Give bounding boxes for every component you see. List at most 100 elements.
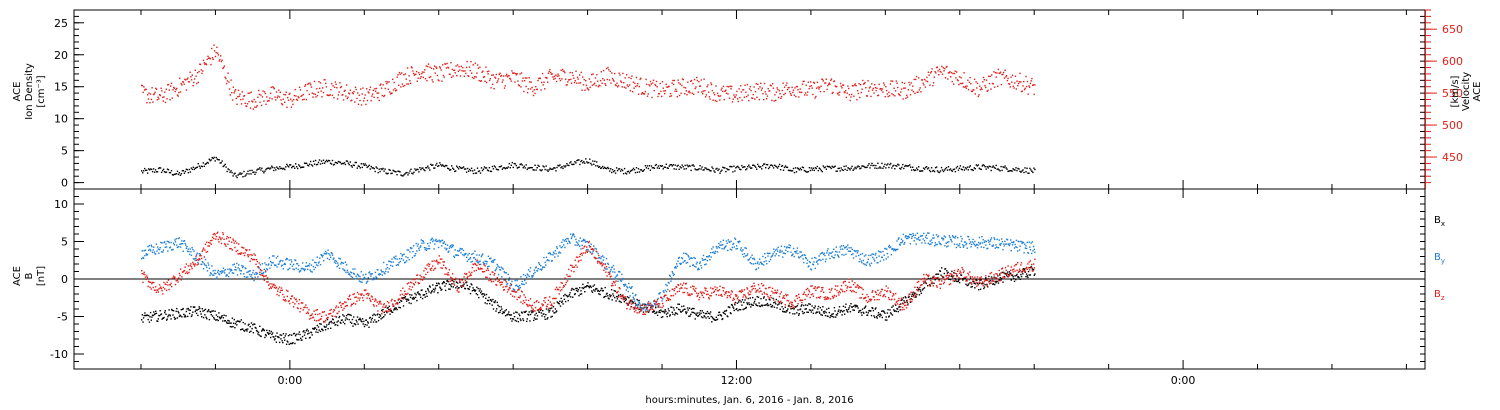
bx-point [864,306,866,309]
velocity-point [941,65,943,68]
density-point [513,162,515,165]
velocity-point [613,80,615,82]
bx-point [827,315,829,318]
bx-point [242,321,244,324]
density-point [359,167,361,169]
velocity-point [704,90,706,92]
velocity-point [918,77,920,79]
bx-point [798,313,800,315]
velocity-point [339,86,342,89]
density-point [983,164,985,167]
density-point [619,170,622,172]
bx-point [632,301,634,303]
velocity-point [622,72,624,75]
density-point [992,165,994,167]
velocity-point [831,92,833,94]
bx-point [676,307,678,309]
by-point [556,247,558,250]
bx-point [497,312,500,314]
velocity-point [586,87,588,89]
velocity-point [452,75,454,77]
density-point [504,167,506,170]
bx-point [421,297,424,300]
velocity-point [164,101,167,104]
by-point [289,267,291,269]
density-point [897,163,899,165]
bx-point [850,303,852,305]
bx-point [509,314,511,316]
bx-point [200,313,202,315]
density-point [1012,168,1014,170]
velocity-point [999,71,1002,73]
velocity-point [433,68,435,70]
velocity-point [261,96,264,98]
bx-point [1013,278,1015,280]
velocity-point [661,81,664,83]
by-point [657,297,659,300]
bx-point [570,296,572,298]
by-point [752,263,754,265]
density-point [539,169,541,171]
velocity-point [182,81,185,83]
velocity-point [469,69,471,72]
bx-point [951,270,953,273]
velocity-point [731,101,734,103]
by-point [635,293,637,296]
density-point [210,159,212,161]
by-point [290,259,292,261]
by-point [208,264,210,266]
velocity-point [959,76,961,78]
bx-point [347,313,350,316]
velocity-axis-units: [km/s] [1450,75,1461,107]
by-point [830,252,832,254]
bx-point [536,318,538,320]
bx-point [540,312,543,314]
velocity-point [562,70,564,72]
velocity-point [637,83,639,85]
bx-point [574,293,576,295]
bx-point [333,322,335,324]
density-point [516,167,518,169]
velocity-point [733,94,735,96]
velocity-point [295,95,297,97]
bx-point [578,295,580,297]
by-point [271,255,274,257]
bx-point [682,309,684,311]
velocity-point [975,81,977,83]
velocity-point [756,96,758,98]
bx-point [718,311,721,313]
by-point [237,267,239,269]
velocity-point [993,71,995,73]
velocity-point [676,96,678,98]
by-point [303,269,306,272]
bx-point [863,312,865,314]
bx-point [579,293,581,295]
by-point [927,232,929,234]
bx-point [772,297,774,300]
bx-point [285,343,288,345]
velocity-point [675,88,677,90]
bx-point [195,312,198,315]
velocity-point [196,72,199,74]
by-point [719,244,721,246]
by-point [563,244,565,246]
bx-point [338,316,340,319]
density-point [742,166,744,169]
velocity-point [580,71,582,74]
velocity-point [158,98,160,100]
velocity-point [833,80,836,82]
bx-point [343,315,345,317]
bx-point [531,310,534,312]
bx-point [472,287,474,289]
bx-point [216,319,218,321]
velocity-point [1019,72,1021,75]
density-point [684,164,686,167]
by-point [335,262,337,264]
velocity-point [640,93,643,95]
bx-point [938,278,940,280]
by-point [582,240,584,242]
bx-point [731,304,733,306]
bx-point [436,284,438,287]
by-point [446,244,449,246]
